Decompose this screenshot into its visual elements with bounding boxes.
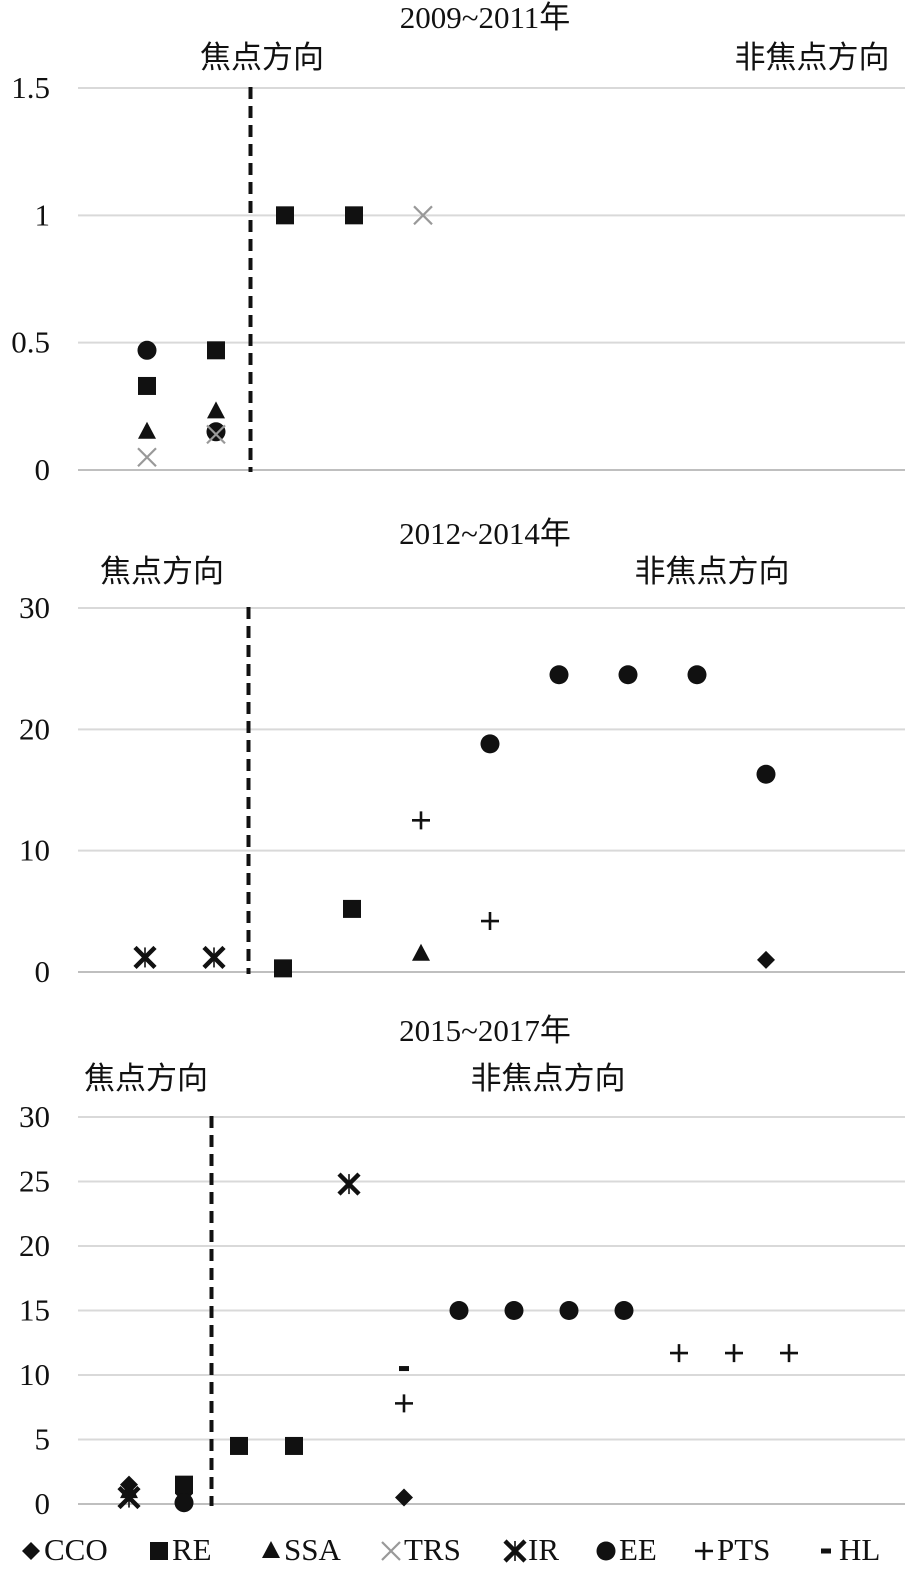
data-point-re xyxy=(207,341,225,360)
data-point-ee xyxy=(559,1301,579,1320)
data-point-ssa xyxy=(412,943,430,961)
data-point-ir xyxy=(117,1485,141,1510)
data-point-re xyxy=(274,959,292,978)
data-point-re xyxy=(345,206,363,225)
data-point-re xyxy=(276,206,294,225)
legend-label: IR xyxy=(528,1532,559,1567)
data-point-ee xyxy=(618,665,638,685)
y-tick-label: 30 xyxy=(19,590,50,625)
data-point-cco xyxy=(395,1488,413,1507)
y-tick-label: 20 xyxy=(19,711,50,746)
trs-marker-icon xyxy=(381,1541,401,1561)
ee-marker-icon xyxy=(596,1541,616,1561)
y-tick-label: 10 xyxy=(19,1357,50,1392)
data-point-pts xyxy=(395,1394,413,1413)
data-point-ir xyxy=(133,945,157,970)
focus-region-label: 焦点方向 xyxy=(200,40,324,76)
y-tick-label: 0 xyxy=(35,954,51,989)
data-point-ee xyxy=(137,340,157,360)
data-point-pts xyxy=(412,811,430,830)
data-point-ee xyxy=(206,422,226,442)
nonfocus-region-label: 非焦点方向 xyxy=(635,554,790,590)
legend-item-trs: TRS xyxy=(378,1532,461,1568)
ssa-marker-icon xyxy=(262,1541,280,1558)
data-point-ssa xyxy=(138,421,156,439)
data-point-trs xyxy=(206,424,226,445)
cco-marker-icon xyxy=(22,1542,40,1560)
data-point-pts xyxy=(780,1344,798,1363)
data-point-ee xyxy=(756,764,776,784)
legend: CCO RE SSA TRS IR EE PTS HL xyxy=(18,1532,918,1572)
data-point-ssa xyxy=(207,401,225,419)
re-marker-icon xyxy=(150,1542,168,1560)
chart-title: 2015~2017年 xyxy=(399,1013,571,1048)
data-point-trs xyxy=(137,447,157,468)
chart-title: 2009~2011年 xyxy=(400,0,571,35)
legend-label: CCO xyxy=(44,1532,108,1567)
data-point-re xyxy=(175,1475,193,1494)
data-point-ee xyxy=(549,665,569,685)
legend-item-ee: EE xyxy=(593,1532,657,1568)
nonfocus-region-label: 非焦点方向 xyxy=(471,1061,626,1097)
data-point-ir xyxy=(202,945,226,970)
legend-label: EE xyxy=(619,1532,657,1567)
y-tick-label: 1.5 xyxy=(11,70,50,105)
data-point-ee xyxy=(687,665,707,685)
data-point-re xyxy=(343,899,361,918)
legend-item-hl: HL xyxy=(813,1532,880,1568)
data-point-pts xyxy=(725,1344,743,1363)
y-tick-label: 30 xyxy=(19,1099,50,1134)
data-point-cco xyxy=(757,950,775,969)
hl-marker-icon xyxy=(821,1548,831,1554)
chart-title: 2012~2014年 xyxy=(399,516,571,551)
legend-item-re: RE xyxy=(146,1532,212,1568)
legend-label: RE xyxy=(172,1532,212,1567)
ir-marker-icon xyxy=(503,1539,527,1563)
y-tick-label: 25 xyxy=(19,1164,50,1199)
legend-item-cco: CCO xyxy=(18,1532,108,1568)
legend-label: PTS xyxy=(717,1532,771,1567)
data-point-re xyxy=(230,1436,248,1455)
legend-item-pts: PTS xyxy=(691,1532,770,1568)
legend-label: TRS xyxy=(404,1532,461,1567)
data-point-ee xyxy=(504,1301,524,1320)
y-tick-label: 5 xyxy=(35,1422,51,1457)
data-point-re xyxy=(138,376,156,395)
y-tick-label: 0 xyxy=(35,452,51,487)
data-point-hl xyxy=(399,1366,409,1372)
data-point-ir xyxy=(337,1172,361,1196)
y-tick-label: 20 xyxy=(19,1228,50,1263)
data-point-ee xyxy=(614,1301,634,1320)
y-tick-label: 15 xyxy=(19,1293,50,1328)
y-tick-label: 0.5 xyxy=(11,325,50,360)
data-point-ee xyxy=(449,1301,469,1320)
y-tick-label: 0 xyxy=(35,1486,51,1521)
data-point-ee xyxy=(174,1493,194,1513)
data-point-ee xyxy=(480,734,500,754)
pts-marker-icon xyxy=(695,1542,713,1560)
y-tick-label: 10 xyxy=(19,833,50,868)
data-point-re xyxy=(285,1436,303,1455)
legend-item-ir: IR xyxy=(502,1532,559,1568)
legend-item-ssa: SSA xyxy=(258,1532,341,1568)
legend-label: HL xyxy=(839,1532,881,1567)
nonfocus-region-label: 非焦点方向 xyxy=(735,40,890,76)
data-point-trs xyxy=(413,205,433,226)
focus-region-label: 焦点方向 xyxy=(84,1061,208,1097)
data-point-pts xyxy=(670,1344,688,1363)
y-tick-label: 1 xyxy=(35,197,51,232)
legend-label: SSA xyxy=(284,1532,341,1567)
focus-region-label: 焦点方向 xyxy=(100,554,224,590)
data-point-pts xyxy=(481,912,499,931)
